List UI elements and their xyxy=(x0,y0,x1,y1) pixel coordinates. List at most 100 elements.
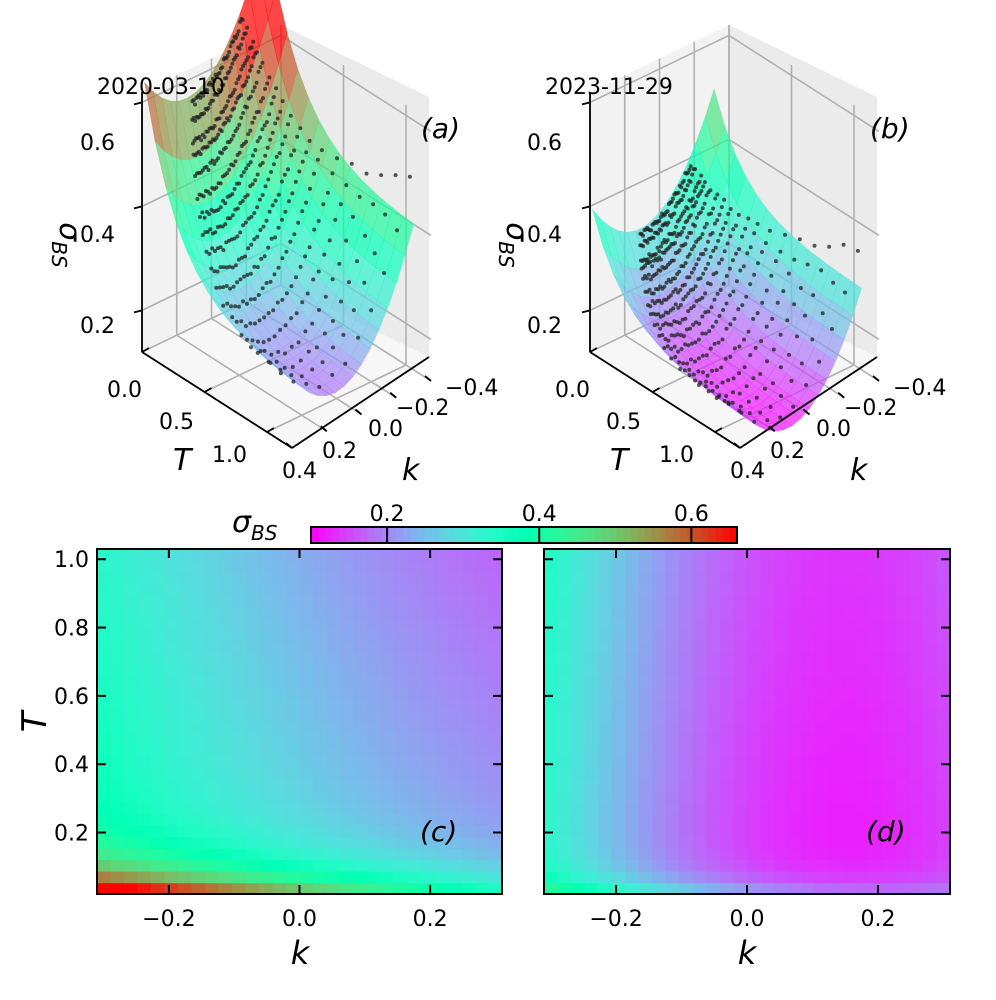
heatmap-cell xyxy=(340,652,355,665)
scatter-point xyxy=(817,359,822,364)
heatmap-cell xyxy=(97,848,112,861)
heatmap-cell xyxy=(895,836,911,849)
heatmap-cell xyxy=(488,698,502,711)
heatmap-cell xyxy=(394,779,409,792)
heatmap-cell xyxy=(611,595,626,608)
heatmap-cell xyxy=(882,733,897,746)
heatmap-cell xyxy=(137,664,152,677)
scatter-point xyxy=(226,99,230,104)
scatter-point xyxy=(660,250,665,255)
heatmap-cell xyxy=(841,595,856,608)
heatmap-cell xyxy=(814,859,829,872)
heatmap-cell xyxy=(488,583,502,596)
scatter-point xyxy=(642,228,647,233)
heatmap-cell xyxy=(882,825,897,838)
heatmap-cell xyxy=(598,698,613,711)
heatmap-cell xyxy=(719,560,735,573)
scatter-point xyxy=(747,411,752,416)
colorbar-cell xyxy=(318,527,326,543)
heatmap-cell xyxy=(828,813,843,826)
heatmap-cell xyxy=(380,744,395,757)
scatter-point xyxy=(213,72,218,77)
heatmap-cell xyxy=(868,790,884,803)
heatmap-cell xyxy=(557,848,572,861)
heatmap-cell xyxy=(178,790,193,803)
scatter-point xyxy=(283,351,287,356)
heatmap-cell xyxy=(353,606,368,619)
heatmap-cell xyxy=(164,664,179,677)
heatmap-cell xyxy=(434,802,449,815)
panel-d-ticks: −0.2 0.0 0.2 xyxy=(544,549,950,932)
scatter-point xyxy=(705,281,710,286)
heatmap-cell xyxy=(448,710,463,723)
scatter-point xyxy=(316,269,321,274)
heatmap-cell xyxy=(828,652,843,665)
scatter-point xyxy=(312,171,316,176)
scatter-point xyxy=(355,259,359,264)
heatmap-cell xyxy=(353,572,368,585)
heatmap-cell xyxy=(205,549,220,562)
scatter-point xyxy=(752,272,757,277)
heatmap-cell xyxy=(895,606,911,619)
heatmap-cell xyxy=(922,848,938,861)
scatter-point xyxy=(711,272,716,277)
heatmap-cell xyxy=(719,595,735,608)
heatmap-cell xyxy=(706,790,721,803)
heatmap-cell xyxy=(544,882,559,894)
heatmap-cell xyxy=(97,779,112,792)
scatter-point xyxy=(639,266,644,271)
heatmap-cell xyxy=(137,779,152,792)
heatmap-cell xyxy=(922,790,938,803)
scatter-point xyxy=(274,359,279,364)
heatmap-cell xyxy=(692,767,708,780)
heatmap-cell xyxy=(421,871,436,884)
heatmap-cell xyxy=(841,583,856,596)
heatmap-cell xyxy=(828,560,843,573)
scatter-point xyxy=(268,137,273,142)
heatmap-cell xyxy=(407,698,422,711)
scatter-point xyxy=(722,249,727,254)
heatmap-cell xyxy=(774,560,789,573)
scatter-point xyxy=(246,75,251,80)
scatter-point xyxy=(344,238,349,243)
heatmap-cell xyxy=(421,744,436,757)
heatmap-cell xyxy=(895,687,911,700)
heatmap-cell xyxy=(774,606,789,619)
heatmap-cell xyxy=(936,549,950,562)
scatter-point xyxy=(322,331,327,336)
heatmap-cell xyxy=(584,882,599,894)
heatmap-cell xyxy=(760,618,775,631)
heatmap-cell xyxy=(692,675,708,688)
heatmap-cell xyxy=(434,790,449,803)
scatter-point xyxy=(642,238,647,243)
heatmap-cell xyxy=(598,882,613,894)
scatter-point xyxy=(731,227,736,232)
heatmap-cell xyxy=(205,618,220,631)
heatmap-cell xyxy=(598,790,613,803)
heatmap-cell xyxy=(868,606,884,619)
scatter-point xyxy=(641,276,646,281)
scatter-point xyxy=(730,400,735,405)
heatmap-cell xyxy=(326,710,341,723)
heatmap-cell xyxy=(205,882,220,894)
scatter-point xyxy=(289,316,294,321)
scatter-point xyxy=(719,257,724,262)
heatmap-cell xyxy=(461,733,476,746)
heatmap-cell xyxy=(733,882,748,894)
scatter-point xyxy=(696,211,701,216)
heatmap-cell xyxy=(488,687,502,700)
heatmap-cell xyxy=(868,744,884,757)
colorbar-cell xyxy=(559,527,568,543)
scatter-point xyxy=(278,371,283,376)
scatter-point xyxy=(674,224,678,229)
scatter-point xyxy=(695,194,700,199)
heatmap-cell xyxy=(380,572,395,585)
heatmap-cell xyxy=(584,733,599,746)
heatmap-cell xyxy=(895,756,911,769)
scatter-point xyxy=(236,257,241,262)
scatter-point xyxy=(203,189,208,193)
scatter-point xyxy=(789,378,794,383)
heatmap-cell xyxy=(124,618,139,631)
scatter-point xyxy=(743,226,748,231)
heatmap-cell xyxy=(218,595,233,608)
